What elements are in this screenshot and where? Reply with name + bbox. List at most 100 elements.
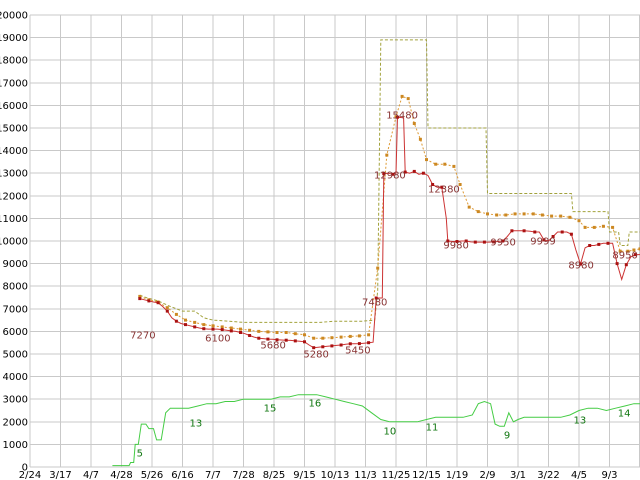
series-marker-avg-price [348, 334, 352, 338]
x-axis-label: 11/25 [382, 470, 411, 480]
series-marker-min-price [220, 328, 224, 332]
x-axis-label: 3/1 [510, 470, 526, 480]
series-marker-avg-price [211, 324, 215, 328]
y-axis-label: 9000 [3, 259, 28, 270]
point-label: 5450 [345, 345, 370, 356]
series-marker-min-price [257, 336, 261, 340]
x-axis-label: 4/5 [571, 470, 587, 480]
series-marker-avg-price [638, 247, 640, 251]
series-marker-avg-price [275, 331, 279, 334]
series-marker-min-price [211, 327, 215, 331]
series-marker-avg-price [452, 164, 456, 168]
series-marker-min-price [551, 235, 555, 238]
x-axis-label: 11/3 [354, 470, 376, 480]
series-marker-min-price [588, 244, 592, 247]
series-marker-min-price [184, 323, 187, 327]
y-axis-label: 14000 [0, 146, 28, 157]
y-axis-label: 5000 [3, 350, 28, 361]
series-marker-min-price [321, 345, 325, 349]
series-marker-min-price [464, 239, 468, 243]
point-label: 7270 [130, 330, 155, 341]
series-marker-min-price [569, 232, 573, 236]
series-marker-min-price [248, 334, 252, 337]
series-marker-min-price [266, 337, 270, 341]
series-marker-min-price [138, 297, 142, 301]
point-label: 9 [504, 431, 510, 442]
series-marker-avg-price [577, 219, 581, 223]
series-marker-min-price [533, 230, 537, 234]
series-marker-avg-price [312, 336, 316, 340]
series-marker-min-price [330, 344, 334, 348]
series-marker-min-price [303, 340, 306, 344]
series-marker-avg-price [425, 158, 428, 162]
series-marker-min-price [633, 253, 637, 257]
series-marker-min-price [382, 172, 386, 176]
series-marker-min-price [156, 301, 160, 305]
point-label: 12980 [374, 171, 406, 182]
series-marker-min-price [455, 240, 459, 243]
x-axis-label: 12/15 [412, 470, 441, 480]
series-marker-avg-price [138, 294, 142, 298]
series-marker-min-price [367, 341, 371, 345]
series-store-count [112, 394, 640, 467]
series-marker-min-price [239, 331, 242, 334]
point-label: 9950 [490, 238, 515, 249]
series-avg-price [139, 95, 640, 339]
point-label: 8980 [568, 261, 593, 272]
series-marker-avg-price [284, 331, 288, 334]
series-marker-avg-price [618, 249, 622, 253]
series-marker-avg-price [339, 335, 343, 339]
series-marker-avg-price [357, 334, 361, 338]
x-axis-label: 1/19 [446, 470, 468, 480]
series-marker-avg-price [559, 214, 563, 218]
series-min-price [139, 116, 640, 349]
y-axis-label: 12000 [0, 191, 28, 202]
series-marker-min-price [421, 171, 425, 175]
y-axis-label: 4000 [3, 372, 28, 383]
series-marker-min-price [579, 262, 582, 266]
series-marker-min-price [615, 262, 619, 266]
series-marker-min-price [431, 183, 435, 186]
series-marker-min-price [606, 241, 610, 245]
series-marker-min-price [624, 263, 628, 267]
series-marker-avg-price [467, 205, 471, 209]
series-marker-avg-price [406, 97, 410, 101]
x-axis-label: 9/3 [601, 470, 617, 480]
y-axis-label: 19000 [0, 33, 28, 44]
series-marker-avg-price [601, 224, 605, 228]
series-marker-avg-price [592, 225, 596, 229]
series-marker-avg-price [330, 336, 334, 340]
series-marker-avg-price [303, 333, 306, 337]
series-marker-min-price [597, 242, 601, 246]
x-axis-label: 3/22 [537, 470, 559, 480]
series-marker-min-price [522, 229, 526, 233]
series-marker-min-price [165, 309, 169, 313]
point-label: 13 [190, 419, 203, 430]
series-marker-avg-price [412, 122, 416, 125]
series-marker-avg-price [522, 212, 526, 216]
y-axis-label: 11000 [0, 214, 28, 225]
y-axis-label: 20000 [0, 11, 28, 22]
series-marker-avg-price [611, 225, 615, 229]
series-marker-avg-price [293, 332, 297, 336]
series-marker-avg-price [434, 162, 438, 166]
y-axis-label: 8000 [3, 282, 28, 293]
series-marker-avg-price [257, 329, 261, 333]
series-marker-avg-price [626, 249, 630, 253]
x-axis-label: 4/7 [83, 470, 99, 480]
series-marker-min-price [391, 172, 395, 176]
series-marker-avg-price [495, 213, 499, 217]
series-marker-avg-price [229, 326, 233, 330]
series-marker-min-price [403, 170, 407, 174]
x-axis-label: 9/15 [293, 470, 315, 480]
y-axis-label: 17000 [0, 78, 28, 89]
series-marker-avg-price [385, 153, 389, 157]
series-marker-avg-price [165, 306, 169, 310]
series-marker-avg-price [266, 330, 270, 334]
point-label: 7480 [362, 298, 387, 309]
series-marker-min-price [202, 327, 206, 331]
series-marker-min-price [412, 169, 416, 173]
y-axis-label: 7000 [3, 304, 28, 315]
series-marker-avg-price [321, 336, 325, 340]
series-marker-avg-price [418, 137, 422, 141]
